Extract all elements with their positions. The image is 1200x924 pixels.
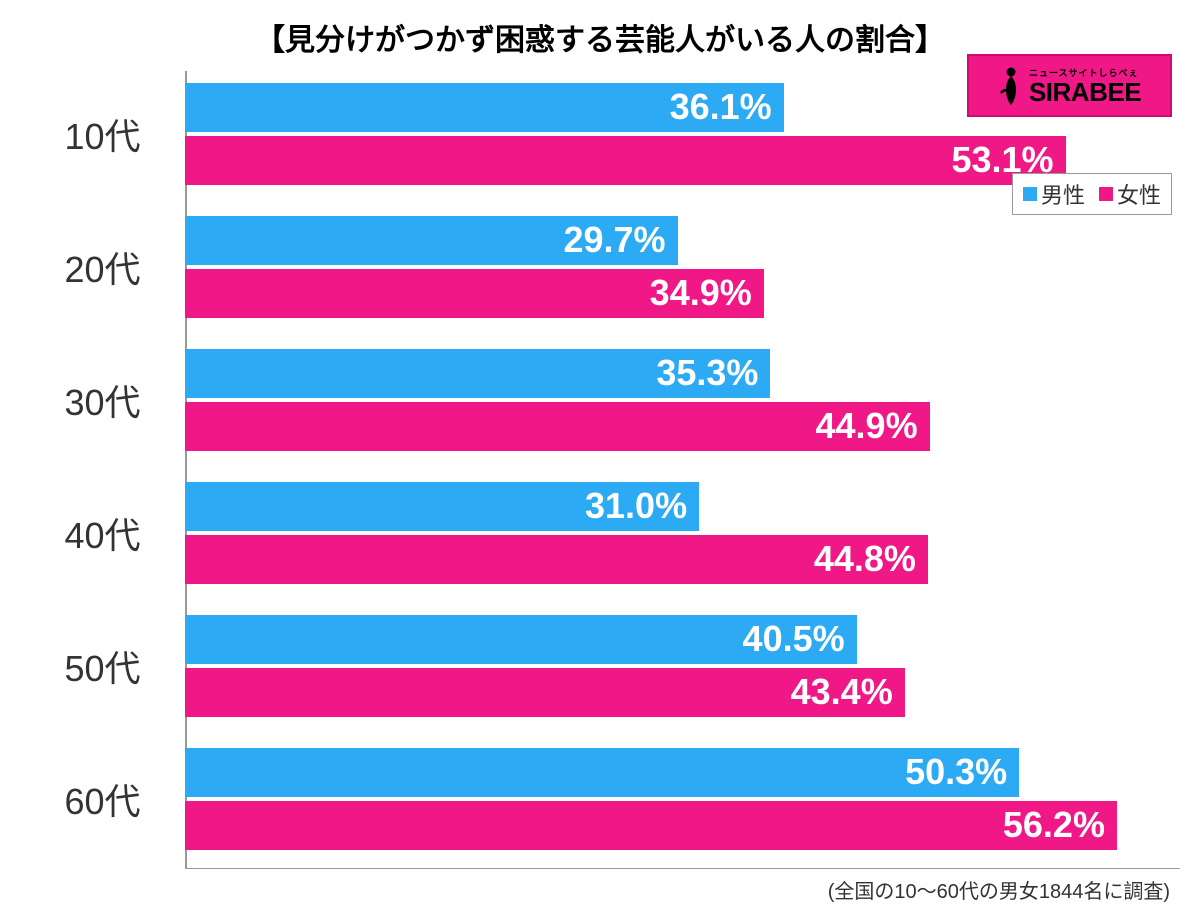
category-label: 50代: [20, 603, 185, 728]
bar-group: 35.3% 44.9%: [185, 337, 1180, 462]
bar-female: 53.1%: [185, 136, 1066, 185]
bar-value-label: 40.5%: [743, 618, 845, 660]
category-label: 10代: [20, 71, 185, 196]
bar-value-label: 29.7%: [563, 219, 665, 261]
bar-value-label: 36.1%: [670, 86, 772, 128]
bar-female: 44.8%: [185, 535, 928, 584]
bar-male: 35.3%: [185, 349, 770, 398]
chart-body: 10代20代30代40代50代60代 36.1% 53.1% 29.7% 34.9% 3…: [20, 71, 1180, 869]
bar-male: 50.3%: [185, 748, 1019, 797]
bar-female: 44.9%: [185, 402, 930, 451]
chart-title: 【見分けがつかず困惑する芸能人がいる人の割合】: [20, 15, 1180, 59]
bar-female: 43.4%: [185, 668, 905, 717]
bar-male: 40.5%: [185, 615, 857, 664]
footnote: (全国の10〜60代の男女1844名に調査): [20, 875, 1180, 904]
category-label: 40代: [20, 470, 185, 595]
bar-value-label: 44.9%: [816, 405, 918, 447]
y-axis-labels: 10代20代30代40代50代60代: [20, 71, 185, 869]
category-label: 20代: [20, 204, 185, 329]
bar-value-label: 43.4%: [791, 671, 893, 713]
category-label: 60代: [20, 736, 185, 861]
legend: 男性 女性: [1012, 173, 1172, 215]
category-label: 30代: [20, 337, 185, 462]
bar-female: 56.2%: [185, 801, 1117, 850]
chart-container: 【見分けがつかず困惑する芸能人がいる人の割合】 ニュースサイトしらべぇ SIRA…: [0, 0, 1200, 924]
bar-group: 40.5% 43.4%: [185, 603, 1180, 728]
bar-value-label: 31.0%: [585, 485, 687, 527]
bar-female: 34.9%: [185, 269, 764, 318]
x-axis-line: [185, 868, 1180, 870]
legend-swatch-male: [1023, 187, 1037, 201]
bar-value-label: 56.2%: [1003, 804, 1105, 846]
bar-male: 36.1%: [185, 83, 784, 132]
bar-value-label: 44.8%: [814, 538, 916, 580]
bar-group: 50.3% 56.2%: [185, 736, 1180, 861]
legend-label-male: 男性: [1041, 178, 1085, 210]
bar-value-label: 35.3%: [656, 352, 758, 394]
bar-group: 29.7% 34.9%: [185, 204, 1180, 329]
bar-male: 31.0%: [185, 482, 699, 531]
bar-group: 31.0% 44.8%: [185, 470, 1180, 595]
legend-swatch-female: [1099, 187, 1113, 201]
bar-value-label: 34.9%: [650, 272, 752, 314]
bar-male: 29.7%: [185, 216, 678, 265]
bar-value-label: 50.3%: [905, 751, 1007, 793]
legend-label-female: 女性: [1117, 178, 1161, 210]
legend-item-female: 女性: [1099, 178, 1161, 210]
legend-item-male: 男性: [1023, 178, 1085, 210]
